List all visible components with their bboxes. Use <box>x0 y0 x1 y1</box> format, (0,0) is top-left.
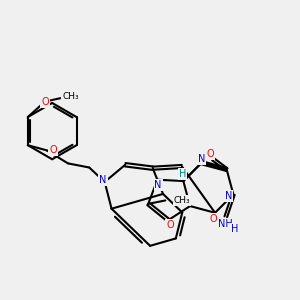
Text: H: H <box>231 224 238 234</box>
Text: O: O <box>166 220 174 230</box>
Text: CH₃: CH₃ <box>62 92 79 101</box>
Text: H: H <box>179 169 186 179</box>
Text: N: N <box>198 154 205 164</box>
Text: O: O <box>206 149 214 159</box>
Text: O: O <box>209 214 217 224</box>
Text: O: O <box>41 97 49 106</box>
Text: NH: NH <box>218 219 233 229</box>
Text: O: O <box>50 145 57 155</box>
Text: N: N <box>154 180 162 190</box>
Text: CH₃: CH₃ <box>174 196 190 205</box>
Text: N: N <box>224 191 232 201</box>
Text: N: N <box>99 175 107 185</box>
